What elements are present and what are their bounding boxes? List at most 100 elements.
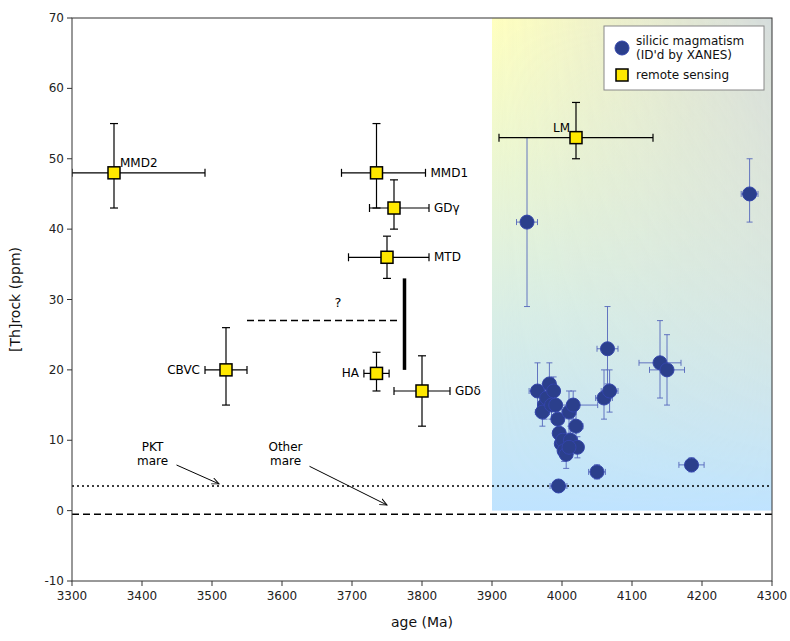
y-error-cap: [546, 362, 552, 363]
x-tick-label: 4200: [687, 589, 718, 603]
y-tick: [67, 299, 72, 300]
x-error-cap: [516, 219, 517, 225]
annotation-line: mare: [137, 454, 168, 468]
x-tick-label: 4100: [617, 589, 648, 603]
chart: 3300340035003600370038003900400041004200…: [0, 0, 790, 641]
legend-label: silicic magmatism(ID'd by XANES): [636, 34, 744, 62]
x-error-cap: [597, 346, 598, 352]
y-error-cap: [373, 123, 381, 124]
y-tick-label: -10: [44, 574, 64, 588]
y-tick-label: 20: [49, 363, 64, 377]
x-tick-label: 3500: [197, 589, 228, 603]
x-tick: [702, 581, 703, 586]
y-error-bar: [575, 102, 576, 158]
plot-background: [72, 18, 772, 581]
reference-line: [72, 485, 772, 487]
x-error-cap: [684, 367, 685, 373]
y-error-cap: [601, 369, 607, 370]
y-tick-label: 70: [49, 11, 64, 25]
circle-point: [569, 419, 583, 433]
y-error-cap: [572, 102, 580, 103]
legend: silicic magmatism(ID'd by XANES) remote s…: [604, 26, 764, 90]
y-tick: [67, 440, 72, 441]
legend-label-line: remote sensing: [636, 68, 729, 82]
x-error-cap: [393, 387, 394, 395]
y-error-cap: [110, 123, 118, 124]
annotation-line: mare: [270, 454, 301, 468]
x-error-cap: [595, 395, 596, 401]
x-tick: [772, 581, 773, 586]
x-error-cap: [498, 134, 499, 142]
legend-label-line: silicic magmatism: [636, 34, 744, 48]
annotation-line: Other: [268, 440, 302, 454]
y-error-cap: [383, 278, 391, 279]
x-error-cap: [425, 169, 426, 177]
square-point: [220, 364, 232, 376]
x-error-cap: [618, 388, 619, 394]
x-axis-label: age (Ma): [391, 614, 453, 630]
x-error-bar: [72, 172, 205, 173]
circle-point: [547, 384, 561, 398]
y-error-cap: [222, 404, 230, 405]
x-tick-label: 4000: [547, 589, 578, 603]
point-label: MTD: [434, 250, 461, 264]
series: [72, 102, 653, 426]
legend-box: [604, 26, 764, 90]
y-tick-label: 30: [49, 293, 64, 307]
y-tick: [67, 581, 72, 582]
axes: 3300340035003600370038003900400041004200…: [44, 11, 787, 603]
annotation-arrow: [177, 465, 220, 484]
x-tick-label: 3800: [407, 589, 438, 603]
legend-label-line: (ID'd by XANES): [636, 48, 732, 62]
x-error-cap: [550, 483, 551, 489]
x-tick: [212, 581, 213, 586]
y-error-cap: [373, 390, 381, 391]
x-error-cap: [605, 469, 606, 475]
y-tick: [67, 369, 72, 370]
point-label: HA: [342, 366, 360, 380]
y-error-bar: [376, 124, 377, 208]
y-error-cap: [607, 369, 613, 370]
y-error-cap: [418, 426, 426, 427]
annotation-line: ?: [335, 295, 342, 310]
square-point: [108, 167, 120, 179]
circle-point: [549, 398, 563, 412]
point-label: GDγ: [434, 201, 460, 215]
circle-point: [660, 363, 674, 377]
point-label: MMD1: [431, 166, 469, 180]
x-tick-label: 3600: [267, 589, 298, 603]
y-tick-label: 60: [49, 81, 64, 95]
x-tick: [352, 581, 353, 586]
y-error-cap: [664, 334, 670, 335]
y-error-cap: [418, 355, 426, 356]
x-error-cap: [588, 469, 589, 475]
x-error-cap: [204, 366, 205, 374]
x-error-cap: [348, 253, 349, 261]
y-error-cap: [747, 158, 753, 159]
x-error-cap: [363, 369, 364, 377]
y-tick: [67, 229, 72, 230]
y-axis-label: [Th]rock (ppm): [7, 247, 23, 352]
annotation: ?: [335, 295, 342, 310]
point-label: LM: [553, 121, 570, 135]
x-tick-label: 4300: [757, 589, 788, 603]
x-tick-label: 3300: [57, 589, 88, 603]
y-error-cap: [383, 236, 391, 237]
circle-point: [520, 215, 534, 229]
x-error-cap: [204, 169, 205, 177]
y-error-cap: [535, 362, 541, 363]
legend-label: remote sensing: [636, 68, 729, 82]
y-tick: [67, 18, 72, 19]
x-error-cap: [639, 360, 640, 366]
annotation-arrow: [310, 466, 388, 505]
y-error-cap: [664, 405, 670, 406]
y-error-cap: [390, 229, 398, 230]
circle-point: [566, 398, 580, 412]
y-error-cap: [524, 306, 530, 307]
segment: [247, 320, 401, 322]
point-label: CBVC: [167, 363, 200, 377]
y-error-cap: [570, 390, 576, 391]
y-error-cap: [605, 306, 611, 307]
annotation-line: PKT: [142, 440, 164, 454]
x-tick: [562, 581, 563, 586]
